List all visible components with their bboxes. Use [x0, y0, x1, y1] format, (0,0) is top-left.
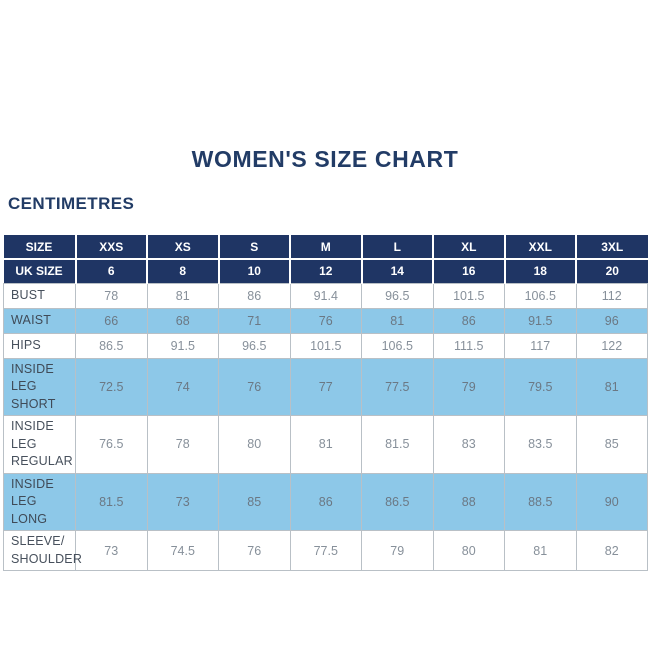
value-cell: 81 — [575, 357, 648, 416]
value-cell: 78 — [146, 415, 219, 474]
table-row: HIPS 86.5 91.5 96.5 101.5 106.5 111.5 117 122 — [3, 332, 648, 359]
row-label: INSIDE LEG LONG — [3, 472, 76, 531]
value-cell: 112 — [575, 282, 648, 309]
value-cell: 66 — [75, 307, 148, 334]
header-cell: M — [289, 235, 362, 259]
value-cell: 96 — [575, 307, 648, 334]
value-cell: 86.5 — [361, 472, 434, 531]
header-row-label: UK SIZE — [3, 258, 76, 283]
row-label: INSIDE LEG REGULAR — [3, 415, 76, 474]
value-cell: 80 — [218, 415, 291, 474]
table-row: INSIDE LEG REGULAR 76.5 78 80 81 81.5 83 83.5 85 — [3, 415, 648, 474]
value-cell: 73 — [146, 472, 219, 531]
value-cell: 81 — [504, 530, 577, 571]
value-cell: 76 — [218, 530, 291, 571]
header-row-label: SIZE — [3, 235, 76, 259]
value-cell: 88 — [432, 472, 505, 531]
value-cell: 81.5 — [75, 472, 148, 531]
value-cell: 77.5 — [361, 357, 434, 416]
value-cell: 79.5 — [504, 357, 577, 416]
header-cell: 10 — [217, 258, 290, 283]
table-row: INSIDE LEG SHORT 72.5 74 76 77 77.5 79 79.5 81 — [3, 357, 648, 416]
header-cell: 16 — [432, 258, 505, 283]
value-cell: 96.5 — [218, 332, 291, 359]
value-cell: 81 — [146, 282, 219, 309]
value-cell: 91.4 — [289, 282, 362, 309]
value-cell: 82 — [575, 530, 648, 571]
table-body: BUST 78 81 86 91.4 96.5 101.5 106.5 112 WAIST 66 68… — [3, 282, 648, 571]
value-cell: 78 — [75, 282, 148, 309]
value-cell: 76 — [289, 307, 362, 334]
value-cell: 86 — [289, 472, 362, 531]
value-cell: 85 — [575, 415, 648, 474]
row-label: INSIDE LEG SHORT — [3, 357, 76, 416]
value-cell: 68 — [146, 307, 219, 334]
value-cell: 74.5 — [146, 530, 219, 571]
value-cell: 74 — [146, 357, 219, 416]
value-cell: 77.5 — [289, 530, 362, 571]
value-cell: 83.5 — [504, 415, 577, 474]
value-cell: 73 — [75, 530, 148, 571]
value-cell: 79 — [361, 530, 434, 571]
value-cell: 86.5 — [75, 332, 148, 359]
header-cell: 18 — [503, 258, 576, 283]
value-cell: 79 — [432, 357, 505, 416]
value-cell: 106.5 — [361, 332, 434, 359]
value-cell: 111.5 — [432, 332, 505, 359]
value-cell: 88.5 — [504, 472, 577, 531]
value-cell: 101.5 — [432, 282, 505, 309]
value-cell: 71 — [218, 307, 291, 334]
page-title: WOMEN'S SIZE CHART — [191, 146, 459, 172]
value-cell: 76 — [218, 357, 291, 416]
value-cell: 76.5 — [75, 415, 148, 474]
header-cell: 3XL — [575, 235, 648, 259]
value-cell: 72.5 — [75, 357, 148, 416]
header-cell: 14 — [360, 258, 433, 283]
value-cell: 83 — [432, 415, 505, 474]
value-cell: 86 — [218, 282, 291, 309]
table-header: SIZE XXS XS S M L XL XXL 3XL UK SIZE 6 8 10 12 14 16 18 2… — [3, 235, 648, 283]
size-chart-table: SIZE XXS XS S M L XL XXL 3XL UK SIZE 6 8 10 12 14 16 18 2… — [3, 235, 648, 571]
value-cell: 91.5 — [146, 332, 219, 359]
value-cell: 77 — [289, 357, 362, 416]
value-cell: 81 — [289, 415, 362, 474]
value-cell: 101.5 — [289, 332, 362, 359]
header-cell: S — [217, 235, 290, 259]
value-cell: 81 — [361, 307, 434, 334]
row-label: HIPS — [3, 332, 76, 359]
header-row-size: SIZE XXS XS S M L XL XXL 3XL — [3, 235, 648, 259]
header-cell: 8 — [146, 258, 219, 283]
row-label: WAIST — [3, 307, 76, 334]
header-cell: 20 — [575, 258, 648, 283]
value-cell: 91.5 — [504, 307, 577, 334]
table-row: INSIDE LEG LONG 81.5 73 85 86 86.5 88 88.5 90 — [3, 472, 648, 531]
row-label: SLEEVE/ SHOULDER — [3, 530, 82, 571]
header-cell: XXL — [503, 235, 576, 259]
value-cell: 122 — [575, 332, 648, 359]
header-cell: 6 — [74, 258, 147, 283]
header-cell: XL — [432, 235, 505, 259]
value-cell: 106.5 — [504, 282, 577, 309]
value-cell: 117 — [504, 332, 577, 359]
table-row: WAIST 66 68 71 76 81 86 91.5 96 — [3, 307, 648, 334]
value-cell: 80 — [432, 530, 505, 571]
header-cell: XXS — [74, 235, 147, 259]
header-cell: L — [360, 235, 433, 259]
table-row: BUST 78 81 86 91.4 96.5 101.5 106.5 112 — [3, 282, 648, 309]
row-label: BUST — [3, 282, 76, 309]
header-cell: 12 — [289, 258, 362, 283]
value-cell: 86 — [432, 307, 505, 334]
value-cell: 90 — [575, 472, 648, 531]
value-cell: 81.5 — [361, 415, 434, 474]
value-cell: 85 — [218, 472, 291, 531]
table-row: SLEEVE/ SHOULDER 73 74.5 76 77.5 79 80 81 82 — [3, 530, 648, 571]
value-cell: 96.5 — [361, 282, 434, 309]
unit-label: CENTIMETRES — [8, 194, 135, 213]
header-cell: XS — [146, 235, 219, 259]
header-row-uk-size: UK SIZE 6 8 10 12 14 16 18 20 — [3, 258, 648, 283]
